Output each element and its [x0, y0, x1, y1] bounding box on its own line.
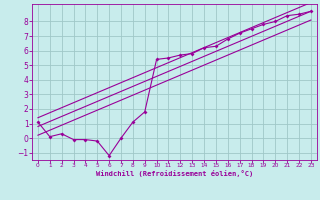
Point [190, 52, 195, 55]
Point [142, 110, 147, 113]
Point [130, 120, 135, 124]
Point [178, 53, 183, 57]
Point [154, 58, 159, 61]
Point [249, 27, 254, 30]
Point [118, 137, 124, 140]
Point [225, 37, 230, 41]
Point [107, 154, 112, 157]
Point [202, 46, 207, 49]
Point [71, 138, 76, 141]
Point [296, 13, 301, 16]
X-axis label: Windchill (Refroidissement éolien,°C): Windchill (Refroidissement éolien,°C) [96, 170, 253, 177]
Point [273, 20, 278, 23]
Point [237, 32, 242, 35]
Point [47, 135, 52, 138]
Point [36, 120, 41, 124]
Point [59, 132, 64, 135]
Point [166, 56, 171, 60]
Point [284, 14, 290, 17]
Point [213, 45, 219, 48]
Point [261, 23, 266, 26]
Point [308, 10, 313, 13]
Point [95, 139, 100, 143]
Point [83, 138, 88, 141]
